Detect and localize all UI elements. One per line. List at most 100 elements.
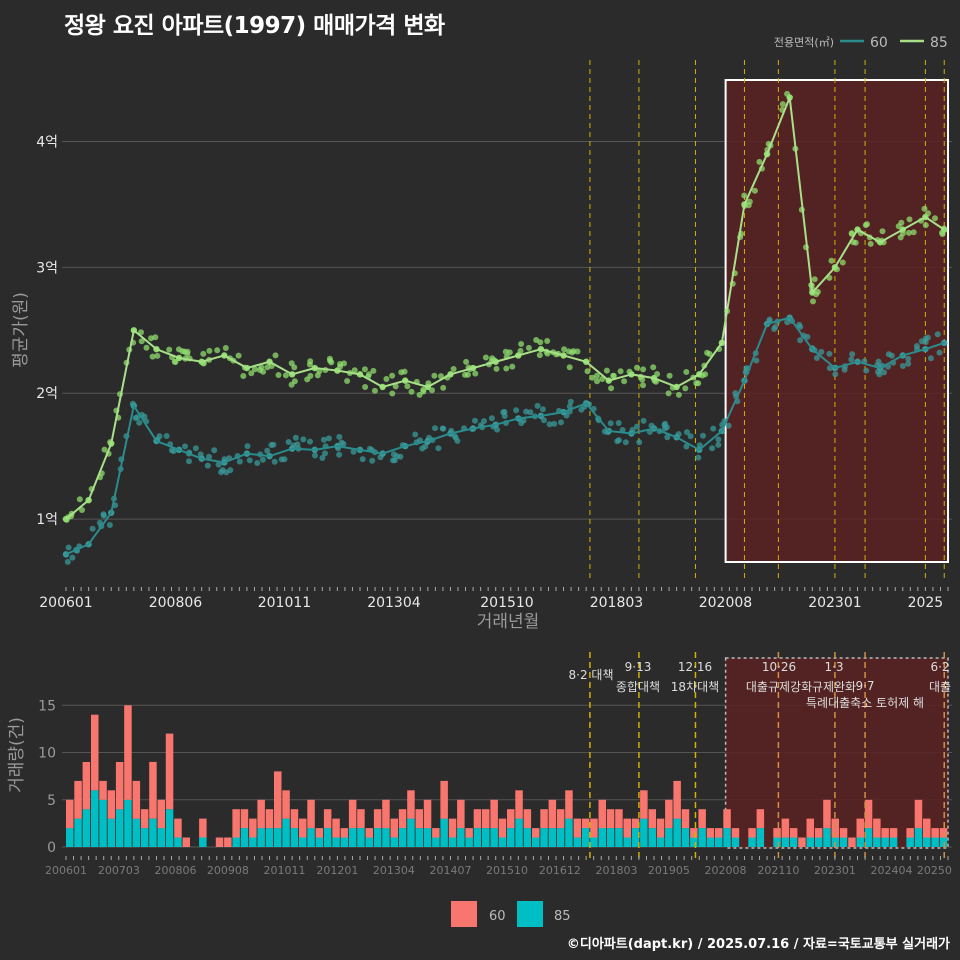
bar-60-83 (756, 809, 765, 829)
bar-85-85 (773, 837, 781, 847)
point-85-extra (617, 368, 624, 375)
bar-60-25 (274, 771, 282, 829)
x-tick-label-7: 202301 (808, 595, 861, 611)
point-85-extra (566, 364, 573, 371)
bar-60-16 (199, 818, 207, 838)
bar-60-90 (814, 828, 823, 838)
bar-85-36 (365, 837, 373, 847)
bar-85-60 (565, 818, 573, 847)
bar-85-39 (390, 837, 398, 847)
legend-label-85: 85 (930, 35, 948, 51)
bar-60-46 (448, 818, 457, 838)
bar-60-97 (873, 818, 881, 838)
point-85-extra (650, 364, 657, 371)
point-60-extra (832, 371, 839, 378)
point-60-extra (278, 456, 285, 463)
point-85-extra (420, 386, 427, 393)
point-60-extra (422, 443, 429, 450)
bar-60-62 (581, 818, 590, 829)
bar-85-79 (723, 828, 731, 847)
bar-85-103 (923, 837, 931, 847)
bar-85-2 (82, 809, 91, 847)
point-60-extra (881, 369, 887, 376)
point-60-extra (65, 544, 72, 551)
point-60-extra (132, 415, 139, 421)
bar-60-38 (382, 799, 390, 829)
point-60-extra (662, 420, 669, 427)
x-axis-title: 거래년월 (477, 612, 540, 632)
point-85-extra (640, 382, 646, 389)
bar-85-98 (881, 837, 889, 847)
point-85-extra (493, 365, 500, 372)
bar-85-78 (715, 837, 723, 847)
point-85-extra (248, 370, 255, 377)
point-85-extra (533, 337, 540, 343)
bar-85-22 (249, 837, 257, 847)
point-60-extra (488, 415, 495, 422)
point-60-extra (664, 434, 671, 441)
policy-label-1: 9·13 (625, 660, 652, 674)
bar-85-37 (373, 828, 382, 847)
point-85-extra (251, 366, 258, 373)
point-60-extra (732, 390, 739, 397)
point-60-extra (709, 445, 716, 452)
point-60-extra (558, 419, 564, 426)
point-60-extra (294, 441, 301, 448)
policy-label-3: 10·26 (762, 660, 796, 674)
bar-60-63 (590, 818, 598, 838)
point-85-extra (779, 101, 786, 108)
bar-y-tick-label-1: 5 (47, 793, 56, 809)
bar-60-10 (149, 761, 157, 819)
bar-85-12 (165, 809, 174, 847)
bar-x-tick-label-0: 200601 (45, 864, 87, 877)
bar-85-74 (681, 828, 690, 847)
point-85-extra (166, 346, 173, 353)
bar-85-93 (839, 837, 848, 847)
bar-60-24 (265, 809, 274, 829)
bar-y-tick-label-2: 10 (38, 746, 56, 762)
point-85-extra (751, 187, 758, 194)
point-60-extra (578, 406, 585, 413)
y-axis-title: 평균가(원) (11, 292, 31, 368)
bar-85-90 (814, 837, 823, 847)
point-60-extra (640, 417, 647, 424)
highlight-box (724, 79, 949, 563)
bar-60-51 (490, 799, 498, 829)
point-85-extra (603, 367, 610, 374)
bar-legend-label-60: 60 (489, 909, 506, 924)
point-85-extra (398, 369, 405, 376)
point-85-extra (756, 158, 763, 165)
point-60-extra (818, 348, 825, 355)
point-85-extra (544, 338, 551, 344)
bar-60-74 (681, 809, 690, 829)
bar-y-tick-label-3: 15 (38, 698, 56, 714)
point-85-extra (101, 446, 108, 453)
point-85-extra (351, 367, 358, 374)
y-tick-label-3: 4억 (36, 135, 58, 151)
bar-60-40 (398, 809, 407, 829)
bar-60-1 (74, 780, 82, 819)
bar-x-tick-label-8: 201510 (486, 864, 528, 877)
point-85-extra (693, 380, 700, 387)
point-60-extra (863, 367, 870, 374)
point-85-extra (240, 373, 247, 379)
bar-60-89 (806, 818, 814, 838)
bar-60-47 (457, 799, 465, 829)
line-series-85 (65, 97, 945, 520)
bar-60-41 (407, 790, 415, 819)
point-60-extra (687, 433, 694, 440)
point-85-extra (593, 372, 600, 379)
bar-85-26 (282, 818, 290, 847)
point-60-extra (89, 525, 96, 532)
bar-60-33 (340, 828, 349, 838)
bar-60-67 (623, 818, 631, 838)
point-85-extra (172, 359, 179, 365)
bar-60-95 (856, 818, 864, 838)
bar-85-31 (323, 828, 332, 847)
bar-60-45 (440, 780, 448, 819)
point-85-extra (811, 276, 818, 283)
bar-85-53 (507, 828, 515, 847)
bar-y-tick-label-0: 0 (47, 840, 56, 856)
bar-x-tick-label-4: 201011 (263, 864, 305, 877)
bar-x-tick-label-14: 202301 (814, 864, 856, 877)
